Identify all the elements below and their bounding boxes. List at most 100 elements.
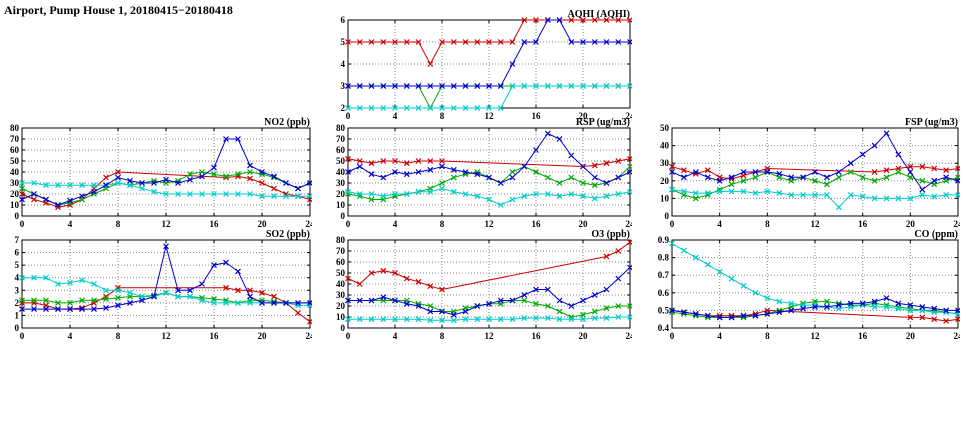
svg-text:8: 8 <box>440 111 445 121</box>
svg-text:20: 20 <box>579 219 589 229</box>
svg-text:70: 70 <box>10 134 20 144</box>
svg-text:0: 0 <box>346 331 351 341</box>
svg-text:20: 20 <box>336 301 346 311</box>
svg-text:4: 4 <box>717 219 722 229</box>
chart-svg: 0481216202401020304050607080NO2 (ppb) <box>10 117 313 229</box>
svg-text:12: 12 <box>811 219 821 229</box>
svg-text:16: 16 <box>858 331 868 341</box>
svg-text:30: 30 <box>10 178 20 188</box>
svg-text:12: 12 <box>485 219 495 229</box>
svg-text:50: 50 <box>336 268 346 278</box>
svg-text:24: 24 <box>306 219 313 229</box>
svg-text:20: 20 <box>579 331 589 341</box>
svg-text:40: 40 <box>10 167 20 177</box>
svg-text:0.4: 0.4 <box>658 323 670 333</box>
chart-no2: 0481216202401020304050607080NO2 (ppb) <box>0 116 312 230</box>
svg-text:O3 (ppb): O3 (ppb) <box>591 229 630 240</box>
chart-svg: 0 4 8 12 16 20 24 0.4 0.5 0.6 0.7 0.8 0.9 CO (ppm) <box>658 229 961 341</box>
svg-text:CO (ppm): CO (ppm) <box>914 229 958 240</box>
svg-text:20: 20 <box>336 189 346 199</box>
svg-text:12: 12 <box>485 111 495 121</box>
svg-text:4: 4 <box>393 111 398 121</box>
svg-text:FSP (ug/m3): FSP (ug/m3) <box>905 117 958 128</box>
svg-text:2: 2 <box>15 298 20 308</box>
svg-text:20: 20 <box>906 331 916 341</box>
svg-text:RSP (ug/m3): RSP (ug/m3) <box>576 117 630 128</box>
svg-text:8: 8 <box>116 219 121 229</box>
svg-text:20: 20 <box>258 331 268 341</box>
chart-o3: 0481216202401020304050607080O3 (ppb) <box>326 228 632 342</box>
chart-svg: 0481216202401234567SO2 (ppb) <box>15 229 313 341</box>
svg-text:24: 24 <box>626 331 633 341</box>
svg-text:80: 80 <box>336 235 346 245</box>
svg-text:40: 40 <box>336 167 346 177</box>
svg-text:10: 10 <box>336 200 346 210</box>
svg-text:16: 16 <box>532 331 542 341</box>
svg-text:80: 80 <box>336 123 346 133</box>
svg-text:3: 3 <box>341 81 346 91</box>
svg-text:NO2 (ppb): NO2 (ppb) <box>264 117 310 128</box>
svg-text:20: 20 <box>579 111 589 121</box>
svg-text:40: 40 <box>336 279 346 289</box>
svg-text:0: 0 <box>665 211 670 221</box>
svg-text:60: 60 <box>336 257 346 267</box>
svg-text:24: 24 <box>954 331 961 341</box>
svg-text:10: 10 <box>10 200 20 210</box>
svg-text:7: 7 <box>15 235 20 245</box>
svg-text:10: 10 <box>336 312 346 322</box>
svg-text:0: 0 <box>670 331 675 341</box>
svg-text:4: 4 <box>341 59 346 69</box>
svg-text:40: 40 <box>660 141 670 151</box>
svg-text:12: 12 <box>485 331 495 341</box>
chart-svg: 0481216202401020304050607080O3 (ppb) <box>336 229 633 341</box>
svg-text:0: 0 <box>15 323 20 333</box>
svg-text:SO2 (ppb): SO2 (ppb) <box>266 229 310 240</box>
svg-text:4: 4 <box>717 331 722 341</box>
svg-text:16: 16 <box>210 331 220 341</box>
svg-text:4: 4 <box>15 273 20 283</box>
svg-text:24: 24 <box>626 111 633 121</box>
svg-text:5: 5 <box>341 37 346 47</box>
svg-text:0: 0 <box>346 111 351 121</box>
svg-text:30: 30 <box>336 178 346 188</box>
svg-text:6: 6 <box>15 248 20 258</box>
svg-text:30: 30 <box>660 158 670 168</box>
svg-text:20: 20 <box>906 219 916 229</box>
svg-text:0.6: 0.6 <box>658 288 670 298</box>
svg-text:8: 8 <box>765 331 770 341</box>
page-title: Airport, Pump House 1, 20180415−20180418 <box>4 3 233 17</box>
svg-text:60: 60 <box>10 145 20 155</box>
svg-text:8: 8 <box>116 331 121 341</box>
svg-text:3: 3 <box>15 285 20 295</box>
svg-text:4: 4 <box>68 331 73 341</box>
svg-text:4: 4 <box>393 331 398 341</box>
svg-text:5: 5 <box>15 260 20 270</box>
svg-text:0: 0 <box>20 219 25 229</box>
svg-text:50: 50 <box>10 156 20 166</box>
svg-text:12: 12 <box>162 331 172 341</box>
svg-text:70: 70 <box>336 134 346 144</box>
chart-so2: 0481216202401234567SO2 (ppb) <box>0 228 312 342</box>
svg-text:30: 30 <box>336 290 346 300</box>
svg-text:0.7: 0.7 <box>658 270 670 280</box>
svg-text:24: 24 <box>626 219 633 229</box>
svg-text:AQHI (AQHI): AQHI (AQHI) <box>568 9 631 20</box>
svg-text:50: 50 <box>336 156 346 166</box>
svg-text:8: 8 <box>440 219 445 229</box>
svg-text:4: 4 <box>68 219 73 229</box>
svg-text:6: 6 <box>341 15 346 25</box>
svg-text:0: 0 <box>670 219 675 229</box>
chart-aqhi: 0 4 8 12 16 20 24 2 3 4 5 6 AQHI (AQHI) <box>326 8 632 122</box>
svg-text:24: 24 <box>306 331 313 341</box>
svg-text:0: 0 <box>341 211 346 221</box>
svg-text:12: 12 <box>811 331 821 341</box>
svg-text:20: 20 <box>10 189 20 199</box>
svg-text:70: 70 <box>336 246 346 256</box>
svg-text:10: 10 <box>660 193 670 203</box>
chart-svg: 0 4 8 12 16 20 24 0 10 20 30 40 50 FSP (ug/m3) <box>660 117 960 229</box>
svg-text:0.5: 0.5 <box>658 305 670 315</box>
svg-text:0: 0 <box>341 323 346 333</box>
svg-text:2: 2 <box>341 103 346 113</box>
svg-text:16: 16 <box>532 219 542 229</box>
